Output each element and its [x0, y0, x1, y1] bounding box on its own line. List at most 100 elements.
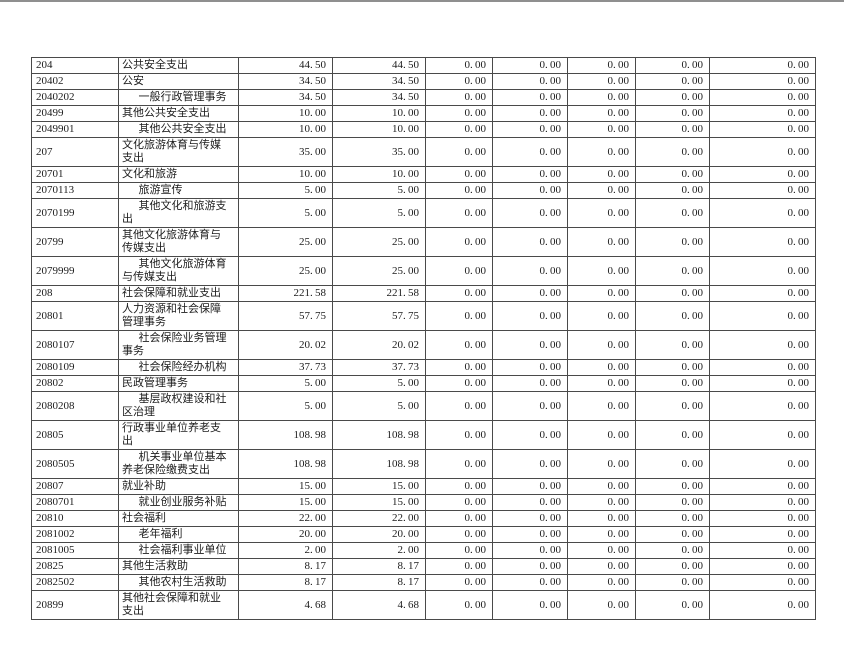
amount-cell: 0. 00: [709, 285, 816, 302]
amount-cell: 0. 00: [425, 166, 493, 183]
amount-cell: 0. 00: [425, 420, 493, 450]
amount-cell: 22. 00: [238, 510, 333, 527]
item-name-cell: 其他文化旅游体育与传媒支出: [118, 227, 239, 257]
item-code-cell: 2079999: [31, 256, 119, 286]
item-code-cell: 20499: [31, 105, 119, 122]
item-code-cell: 2080208: [31, 391, 119, 421]
amount-cell: 0. 00: [567, 227, 636, 257]
amount-cell: 20. 02: [238, 330, 333, 360]
table-row: 2049901 其他公共安全支出 10. 00 10. 00 0. 00 0. 00 0…: [31, 121, 816, 138]
amount-cell: 0. 00: [709, 256, 816, 286]
item-code-cell: 2049901: [31, 121, 119, 138]
amount-cell: 20. 00: [332, 526, 426, 543]
amount-cell: 5. 00: [238, 198, 333, 228]
item-name-cell: 就业创业服务补贴: [118, 494, 239, 511]
amount-cell: 0. 00: [492, 227, 568, 257]
amount-cell: 0. 00: [635, 285, 710, 302]
amount-cell: 0. 00: [425, 542, 493, 559]
item-code-cell: 2080505: [31, 449, 119, 479]
budget-table-body: 204 公共安全支出 44. 50 44. 50 0. 00 0. 00 0. 00 0.…: [31, 57, 816, 620]
amount-cell: 0. 00: [709, 478, 816, 495]
amount-cell: 25. 00: [332, 227, 426, 257]
amount-cell: 0. 00: [567, 285, 636, 302]
amount-cell: 0. 00: [567, 574, 636, 591]
item-name-cell: 行政事业单位养老支出: [118, 420, 239, 450]
amount-cell: 0. 00: [635, 137, 710, 167]
amount-cell: 108. 98: [238, 420, 333, 450]
amount-cell: 0. 00: [709, 420, 816, 450]
amount-cell: 2. 00: [238, 542, 333, 559]
amount-cell: 10. 00: [238, 121, 333, 138]
item-code-cell: 2070199: [31, 198, 119, 228]
amount-cell: 0. 00: [567, 330, 636, 360]
amount-cell: 0. 00: [635, 57, 710, 74]
table-row: 2080107 社会保险业务管理事务 20. 02 20. 02 0. 00 0. 0…: [31, 330, 816, 360]
amount-cell: 0. 00: [635, 301, 710, 331]
amount-cell: 15. 00: [238, 478, 333, 495]
amount-cell: 15. 00: [238, 494, 333, 511]
amount-cell: 0. 00: [709, 558, 816, 575]
amount-cell: 0. 00: [709, 121, 816, 138]
item-code-cell: 2081005: [31, 542, 119, 559]
amount-cell: 0. 00: [635, 494, 710, 511]
item-name-cell: 其他社会保障和就业支出: [118, 590, 239, 620]
amount-cell: 20. 02: [332, 330, 426, 360]
amount-cell: 25. 00: [238, 256, 333, 286]
amount-cell: 0. 00: [709, 182, 816, 199]
item-code-cell: 207: [31, 137, 119, 167]
amount-cell: 0. 00: [492, 494, 568, 511]
item-code-cell: 2070113: [31, 182, 119, 199]
amount-cell: 0. 00: [492, 166, 568, 183]
table-row: 2040202 一般行政管理事务 34. 50 34. 50 0. 00 0. 00 0…: [31, 89, 816, 106]
amount-cell: 221. 58: [332, 285, 426, 302]
amount-cell: 0. 00: [567, 420, 636, 450]
amount-cell: 25. 00: [332, 256, 426, 286]
amount-cell: 0. 00: [709, 449, 816, 479]
amount-cell: 0. 00: [492, 256, 568, 286]
amount-cell: 5. 00: [332, 375, 426, 392]
item-code-cell: 20402: [31, 73, 119, 90]
table-row: 2070199 其他文化和旅游支出 5. 00 5. 00 0. 00 0. 00 0.…: [31, 198, 816, 228]
amount-cell: 0. 00: [425, 182, 493, 199]
amount-cell: 0. 00: [492, 375, 568, 392]
amount-cell: 4. 68: [238, 590, 333, 620]
amount-cell: 0. 00: [492, 542, 568, 559]
amount-cell: 5. 00: [238, 391, 333, 421]
item-name-cell: 文化旅游体育与传媒支出: [118, 137, 239, 167]
amount-cell: 35. 00: [332, 137, 426, 167]
amount-cell: 0. 00: [635, 359, 710, 376]
amount-cell: 34. 50: [238, 73, 333, 90]
table-row: 20499 其他公共安全支出 10. 00 10. 00 0. 00 0. 00 0. …: [31, 105, 816, 122]
amount-cell: 0. 00: [492, 137, 568, 167]
amount-cell: 0. 00: [709, 542, 816, 559]
amount-cell: 0. 00: [425, 330, 493, 360]
item-code-cell: 2040202: [31, 89, 119, 106]
table-row: 2081005 社会福利事业单位 2. 00 2. 00 0. 00 0. 00 0. …: [31, 542, 816, 559]
amount-cell: 0. 00: [425, 359, 493, 376]
item-name-cell: 社会保险业务管理事务: [118, 330, 239, 360]
amount-cell: 0. 00: [425, 89, 493, 106]
amount-cell: 15. 00: [332, 478, 426, 495]
amount-cell: 0. 00: [567, 256, 636, 286]
amount-cell: 34. 50: [238, 89, 333, 106]
item-code-cell: 2080107: [31, 330, 119, 360]
amount-cell: 0. 00: [425, 57, 493, 74]
item-code-cell: 208: [31, 285, 119, 302]
amount-cell: 8. 17: [332, 558, 426, 575]
item-code-cell: 20810: [31, 510, 119, 527]
amount-cell: 0. 00: [567, 137, 636, 167]
amount-cell: 0. 00: [709, 526, 816, 543]
amount-cell: 8. 17: [238, 558, 333, 575]
amount-cell: 10. 00: [238, 166, 333, 183]
amount-cell: 0. 00: [567, 449, 636, 479]
amount-cell: 0. 00: [709, 510, 816, 527]
amount-cell: 0. 00: [635, 121, 710, 138]
amount-cell: 5. 00: [332, 198, 426, 228]
amount-cell: 108. 98: [238, 449, 333, 479]
item-name-cell: 机关事业单位基本养老保险缴费支出: [118, 449, 239, 479]
amount-cell: 0. 00: [635, 89, 710, 106]
item-name-cell: 社会福利: [118, 510, 239, 527]
amount-cell: 0. 00: [635, 542, 710, 559]
amount-cell: 0. 00: [492, 57, 568, 74]
amount-cell: 0. 00: [709, 494, 816, 511]
